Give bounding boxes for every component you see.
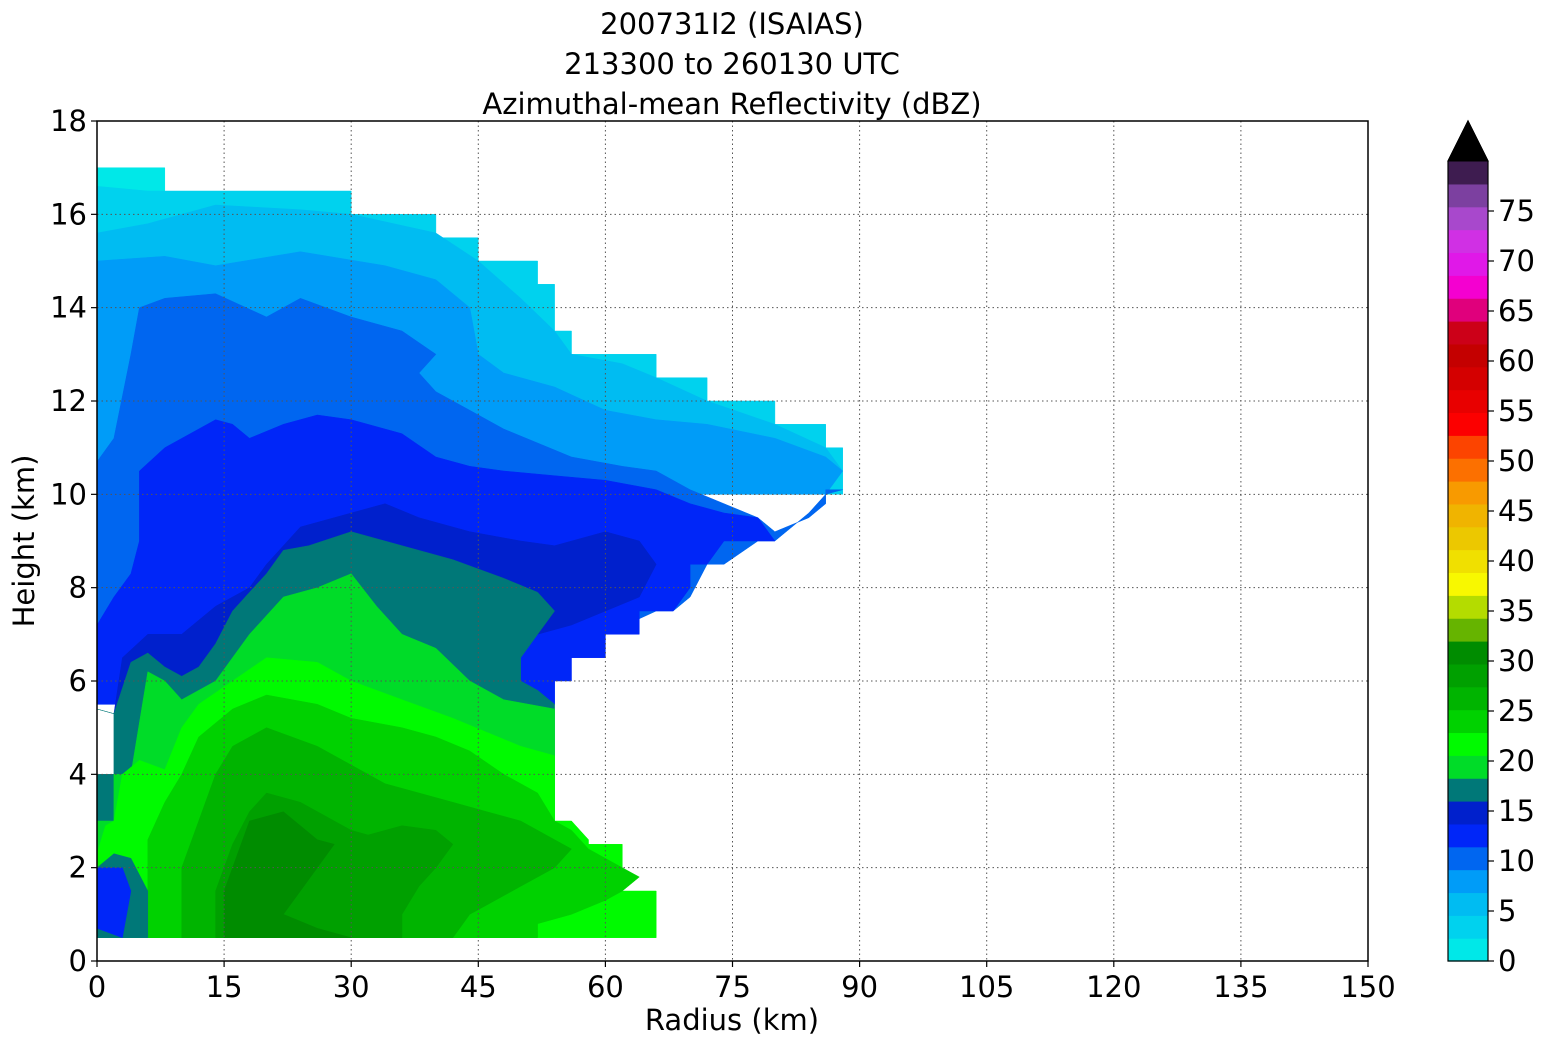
x-tick-label: 0 [88,970,106,1004]
colorbar-tick-label: 15 [1498,794,1535,828]
colorbar-segment [1448,161,1488,185]
colorbar-segment [1448,343,1488,368]
colorbar-segment [1448,206,1488,231]
colorbar-segment [1448,823,1488,848]
colorbar-segment [1448,869,1488,894]
y-tick-label: 4 [69,757,87,791]
y-tick-label: 10 [50,477,87,511]
contour-layers [97,167,844,939]
colorbar-segment [1448,641,1488,665]
x-tick-label: 75 [714,970,751,1004]
colorbar-segment [1448,366,1488,391]
x-tick-label: 150 [1340,970,1395,1004]
colorbar-tick-label: 30 [1498,644,1535,678]
colorbar-tick-label: 70 [1498,244,1535,278]
colorbar-segment [1448,663,1488,688]
colorbar-tick-label: 65 [1498,294,1535,328]
x-tick-label: 120 [1086,970,1141,1004]
colorbar-tick-label: 20 [1498,744,1535,778]
colorbar-tick-label: 5 [1498,894,1516,928]
colorbar-segment [1448,298,1488,322]
colorbar-tick-label: 55 [1498,394,1535,428]
x-tick-label: 90 [841,970,878,1004]
y-tick-label: 16 [50,197,87,231]
y-axis: 0 2 4 6 8 10 12 14 16 18 [50,104,97,978]
colorbar-segment [1448,778,1488,802]
y-tick-label: 12 [50,384,87,418]
colorbar-tick-label: 60 [1498,344,1535,378]
colorbar-segment [1448,321,1488,345]
x-tick-label: 15 [206,970,243,1004]
colorbar-tick-label: 0 [1498,944,1516,978]
colorbar-tick-label: 25 [1498,694,1535,728]
x-tick-label: 135 [1213,970,1268,1004]
x-tick-label: 60 [587,970,624,1004]
chart-title: 200731I2 (ISAIAS) 213300 to 260130 UTC A… [482,7,981,121]
colorbar-segment [1448,892,1488,916]
colorbar-segment [1448,275,1488,299]
colorbar-tick-label: 35 [1498,594,1535,628]
colorbar-segment [1448,938,1488,962]
colorbar-tick-label: 50 [1498,444,1535,478]
y-tick-label: 0 [69,944,87,978]
x-axis-label: Radius (km) [645,1003,819,1037]
colorbar-segment [1448,435,1488,459]
colorbar-segment [1448,458,1488,482]
colorbar-segment [1448,549,1488,574]
colorbar-segment [1448,526,1488,551]
colorbar-tick-label: 40 [1498,544,1535,578]
colorbar-segment [1448,595,1488,619]
colorbar-segment [1448,252,1488,276]
colorbar-tick-label: 45 [1498,494,1535,528]
x-tick-label: 45 [460,970,497,1004]
y-tick-label: 14 [50,291,87,325]
colorbar-frame [1447,119,1489,962]
colorbar-segment [1448,686,1488,711]
colorbar-segment [1448,389,1488,414]
colorbar-segment [1448,732,1488,756]
colorbar-tick-label: 75 [1498,194,1535,228]
title-line-3: Azimuthal-mean Reflectivity (dBZ) [482,87,981,121]
colorbar-segment [1448,801,1488,825]
x-tick-label: 105 [959,970,1014,1004]
y-tick-label: 18 [50,104,87,138]
colorbar-segment [1448,481,1488,505]
colorbar-segment [1448,846,1488,871]
y-tick-label: 6 [69,664,87,698]
colorbar-segment [1448,412,1488,436]
y-axis-label: Height (km) [7,455,41,628]
grid-lines [97,121,1368,961]
colorbar-segment [1448,709,1488,734]
colorbar-segment [1448,183,1488,208]
title-line-1: 200731I2 (ISAIAS) [600,7,864,41]
colorbar-segment [1448,755,1488,779]
colorbar-segment [1448,915,1488,939]
plot-area [96,120,1369,962]
x-tick-label: 30 [333,970,370,1004]
y-tick-label: 8 [69,571,87,605]
colorbar-segment [1448,503,1488,528]
contour-level-13 [223,811,352,938]
x-axis: 0 15 30 45 60 75 90 105 120 135 150 [88,961,1396,1004]
colorbar-segment [1448,572,1488,596]
title-line-2: 213300 to 260130 UTC [564,47,900,81]
colorbar-tick-label: 10 [1498,844,1535,878]
colorbar-segment [1448,618,1488,642]
colorbar-extend-arrow [1447,119,1489,162]
colorbar: 0 5 10 15 20 25 30 35 40 45 50 55 60 65 70 75 [1447,119,1535,978]
contour-level-15 [97,867,132,939]
y-tick-label: 2 [69,851,87,885]
colorbar-segment [1448,229,1488,254]
